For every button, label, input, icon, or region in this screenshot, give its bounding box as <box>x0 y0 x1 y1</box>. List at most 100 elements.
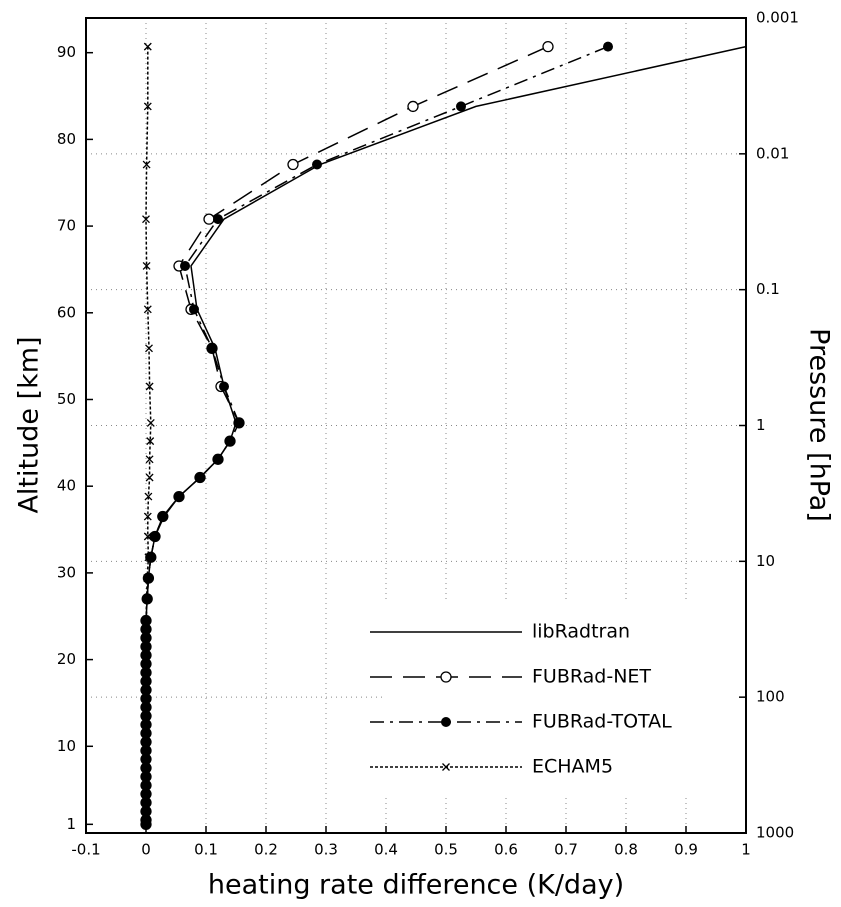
marker <box>141 641 151 652</box>
marker <box>142 215 150 224</box>
y-tick-label: 10 <box>57 737 76 755</box>
marker <box>143 305 152 314</box>
marker <box>141 762 151 773</box>
x-tick-label: -0.1 <box>71 841 100 859</box>
marker <box>144 492 153 501</box>
x-tick-label: 0.5 <box>434 841 458 859</box>
legend-marker <box>440 671 452 683</box>
y-tick-label: 30 <box>57 563 76 581</box>
marker <box>141 788 151 799</box>
marker <box>207 343 217 354</box>
legend-text: FUBRad-TOTAL <box>532 711 672 733</box>
marker <box>456 101 466 112</box>
y-axis-label: Altitude [km] <box>14 336 45 513</box>
legend-text: ECHAM5 <box>532 756 613 778</box>
marker <box>219 381 229 392</box>
marker <box>146 418 155 427</box>
marker <box>141 771 151 782</box>
marker <box>195 472 205 483</box>
marker <box>142 160 151 169</box>
x-tick-label: 0.6 <box>494 841 518 859</box>
marker <box>145 382 154 391</box>
x-tick-label: 0.8 <box>614 841 638 859</box>
marker <box>145 455 154 464</box>
marker <box>141 676 151 687</box>
marker <box>145 344 153 353</box>
marker <box>143 512 152 521</box>
x-tick-label: 0.7 <box>554 841 578 859</box>
x-tick-label: 0.2 <box>254 841 278 859</box>
marker <box>145 473 154 482</box>
y-tick-label: 1 <box>66 815 76 833</box>
marker <box>174 491 184 502</box>
x-axis-label: heating rate difference (K/day) <box>208 870 624 901</box>
marker <box>141 736 151 747</box>
marker <box>312 159 322 170</box>
x-tick-label: 0.1 <box>194 841 218 859</box>
marker <box>141 710 151 721</box>
legend-text: libRadtran <box>532 621 630 643</box>
marker <box>141 684 151 695</box>
marker <box>225 436 235 447</box>
marker <box>141 615 151 626</box>
marker <box>141 745 151 756</box>
marker <box>142 593 153 604</box>
marker <box>141 658 151 669</box>
marker <box>141 780 151 791</box>
marker <box>542 40 554 53</box>
x-tick-label: 0.3 <box>314 841 338 859</box>
legend-marker <box>441 717 451 727</box>
y2-tick-label: 10 <box>756 552 775 570</box>
y-tick-label: 40 <box>57 477 76 495</box>
x-tick-label: 0 <box>141 841 151 859</box>
marker <box>213 454 223 465</box>
marker <box>142 262 151 270</box>
marker <box>141 650 151 661</box>
marker <box>145 552 156 563</box>
y2-tick-label: 1000 <box>756 824 794 842</box>
marker <box>213 214 223 225</box>
marker <box>141 693 151 704</box>
marker <box>180 260 190 271</box>
marker <box>141 702 151 713</box>
y2-tick-label: 100 <box>756 688 785 706</box>
marker <box>141 797 151 808</box>
marker <box>189 304 199 315</box>
marker <box>143 102 152 111</box>
y2-tick-label: 0.001 <box>756 9 799 27</box>
marker <box>157 511 168 522</box>
marker <box>234 417 244 428</box>
y-tick-label: 20 <box>57 650 76 668</box>
marker <box>141 667 151 678</box>
y-tick-label: 50 <box>57 390 76 408</box>
marker <box>143 573 154 584</box>
marker <box>407 100 419 113</box>
marker <box>141 719 151 730</box>
marker <box>141 754 151 765</box>
y2-tick-label: 0.01 <box>756 144 789 162</box>
marker <box>141 806 151 817</box>
y-tick-label: 90 <box>57 43 76 61</box>
marker <box>141 624 151 635</box>
marker <box>203 213 215 225</box>
y-tick-label: 60 <box>57 303 76 321</box>
marker <box>603 41 613 52</box>
plot-frame <box>85 17 747 834</box>
y2-axis-label: Pressure [hPa] <box>804 328 835 522</box>
marker <box>287 158 299 171</box>
y2-tick-label: 0.1 <box>756 280 780 298</box>
x-tick-label: 0.4 <box>374 841 398 859</box>
legend-marker <box>442 763 450 771</box>
x-tick-label: 1 <box>741 841 751 859</box>
y2-tick-label: 1 <box>756 416 766 434</box>
marker <box>141 819 151 830</box>
marker <box>146 437 155 446</box>
marker <box>141 728 151 739</box>
marker <box>150 531 160 542</box>
marker <box>143 42 152 51</box>
y-tick-label: 70 <box>57 217 76 235</box>
legend-text: FUBRad-NET <box>532 666 651 688</box>
marker <box>141 632 151 643</box>
y-tick-label: 80 <box>57 130 76 148</box>
